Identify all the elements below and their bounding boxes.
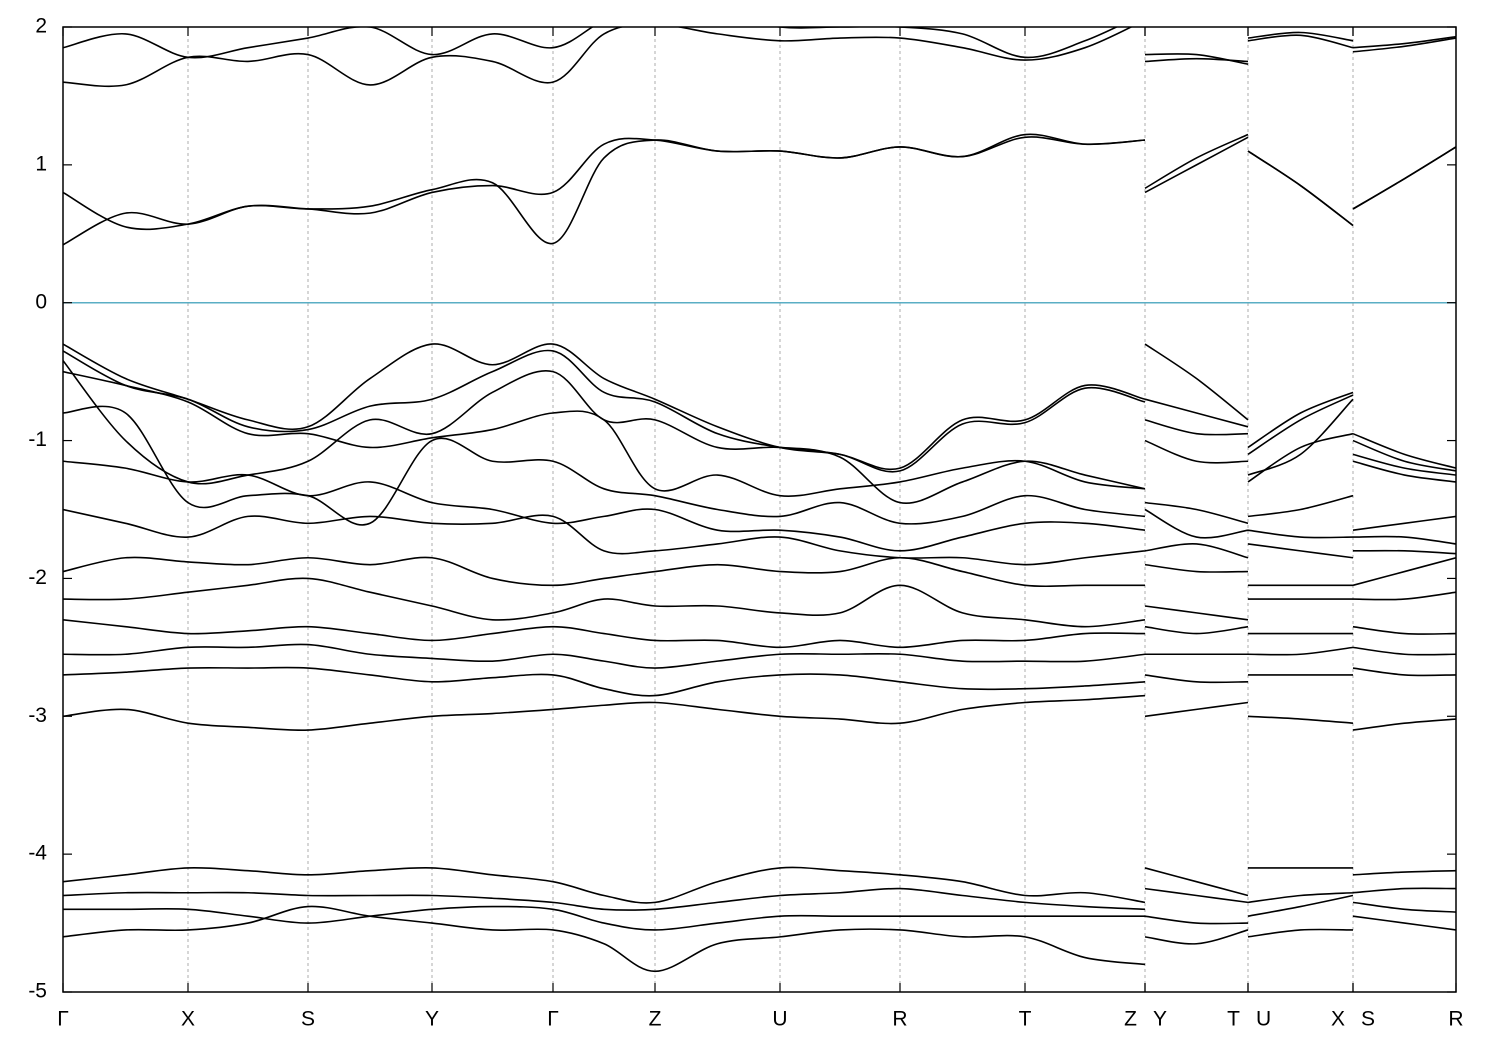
grid bbox=[63, 27, 1456, 992]
band bbox=[63, 618, 1456, 649]
x-tick-label: S bbox=[1361, 1008, 1375, 1031]
x-tick-label: S bbox=[301, 1008, 315, 1031]
band bbox=[63, 666, 1456, 697]
band bbox=[63, 136, 1456, 246]
band bbox=[63, 349, 1456, 473]
x-tick-label: X bbox=[1331, 1008, 1345, 1031]
band bbox=[63, 694, 1456, 731]
y-tick-label: -4 bbox=[28, 842, 47, 865]
x-tick-label: U bbox=[772, 1008, 787, 1031]
band bbox=[63, 460, 1456, 552]
x-tick-label: Γ bbox=[57, 1008, 69, 1031]
y-tick-label: -5 bbox=[28, 980, 47, 1003]
x-tick-label: T bbox=[1227, 1008, 1240, 1031]
x-tick-label: X bbox=[181, 1008, 195, 1031]
band bbox=[63, 577, 1456, 628]
band bbox=[63, 508, 1456, 566]
y-tick-label: 0 bbox=[35, 290, 47, 313]
y-tick-label: -1 bbox=[28, 428, 47, 451]
x-tick-label: R bbox=[892, 1008, 907, 1031]
band bbox=[63, 360, 1456, 505]
band bbox=[63, 905, 1456, 973]
band bbox=[63, 556, 1456, 588]
y-tick-label: -3 bbox=[28, 704, 47, 727]
y-tick-label: 1 bbox=[35, 152, 47, 175]
x-tick-label: Z bbox=[649, 1008, 662, 1031]
x-tick-label: Y bbox=[1153, 1008, 1167, 1031]
x-tick-label: T bbox=[1019, 1008, 1032, 1031]
band bbox=[63, 343, 1456, 471]
band bbox=[63, 866, 1456, 904]
bands bbox=[63, 27, 1456, 973]
plot-frame bbox=[62, 26, 1457, 993]
band bbox=[63, 370, 1456, 497]
x-tick-label: Y bbox=[425, 1008, 439, 1031]
band bbox=[63, 405, 1456, 531]
band bbox=[63, 894, 1456, 931]
y-tick-label: 2 bbox=[35, 15, 47, 38]
band bbox=[63, 27, 1456, 88]
x-tick-label: Γ bbox=[547, 1008, 559, 1031]
x-tick-label: R bbox=[1448, 1008, 1463, 1031]
band bbox=[63, 133, 1456, 231]
band bbox=[63, 27, 1456, 66]
x-tick-label: Z bbox=[1124, 1008, 1137, 1031]
x-tick-label: U bbox=[1256, 1008, 1271, 1031]
y-tick-label: -2 bbox=[28, 566, 47, 589]
band bbox=[63, 643, 1456, 669]
band bbox=[63, 887, 1456, 911]
